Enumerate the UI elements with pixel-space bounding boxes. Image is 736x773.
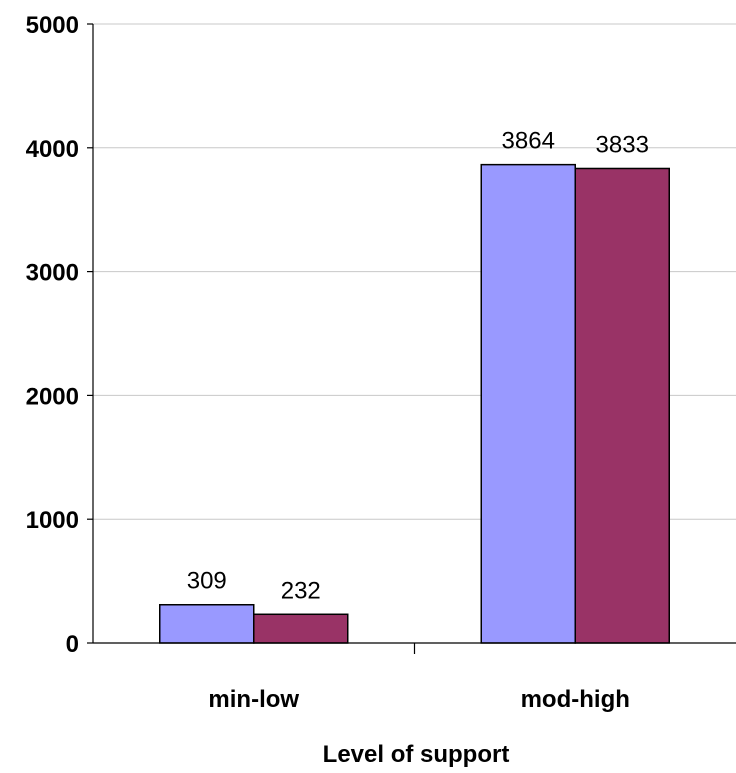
bar <box>574 167 670 644</box>
data-label: 3864 <box>502 128 555 155</box>
bar <box>159 603 255 644</box>
category-label: min-low <box>208 686 299 713</box>
data-labels: 309 232 3864 3833 <box>187 128 649 605</box>
bar <box>480 163 576 644</box>
y-tick-label: 1000 <box>26 507 79 534</box>
y-tick-label: 5000 <box>26 12 79 39</box>
x-axis-title: Level of support <box>323 741 510 768</box>
y-tick-label: 0 <box>66 631 79 658</box>
y-tick-labels: 0 1000 2000 3000 4000 5000 <box>26 12 79 658</box>
y-tick-label: 2000 <box>26 383 79 410</box>
bar <box>253 613 349 644</box>
category-label: mod-high <box>521 686 630 713</box>
category-labels: min-low mod-high <box>208 686 629 713</box>
bars <box>159 163 670 644</box>
y-tick-label: 4000 <box>26 136 79 163</box>
data-label: 232 <box>281 577 321 604</box>
axes <box>87 23 736 654</box>
y-tick-label: 3000 <box>26 260 79 287</box>
data-label: 3833 <box>596 131 649 158</box>
data-label: 309 <box>187 568 227 595</box>
